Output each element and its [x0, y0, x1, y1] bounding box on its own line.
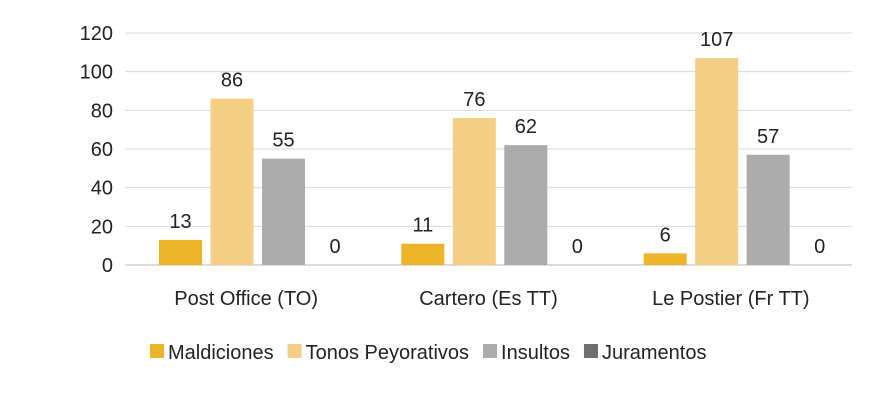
data-label: 0 — [329, 236, 340, 258]
x-tick-label: Le Postier (Fr TT) — [652, 288, 809, 310]
bar-maldiciones — [401, 243, 445, 265]
legend-label: Tonos Peyorativos — [306, 342, 469, 364]
legend-label: Juramentos — [602, 342, 707, 364]
legend-swatch — [583, 344, 598, 358]
bar-insultos — [746, 154, 790, 265]
data-label: 0 — [814, 236, 825, 258]
x-tick-label: Cartero (Es TT) — [419, 288, 558, 310]
data-label: 11 — [412, 215, 433, 237]
data-label: 13 — [169, 211, 191, 233]
legend-label: Insultos — [501, 342, 570, 364]
data-label: 107 — [700, 29, 733, 51]
legend-swatch — [150, 344, 164, 358]
y-tick-label: 60 — [91, 139, 113, 161]
y-tick-label: 0 — [102, 255, 113, 277]
bar-tonos-peyorativos — [210, 98, 254, 265]
y-tick-label: 20 — [91, 216, 113, 238]
bar-maldiciones — [643, 253, 687, 265]
legend-swatch — [287, 344, 302, 358]
bar-insultos — [504, 145, 548, 265]
data-label: 6 — [660, 224, 671, 246]
data-label: 0 — [572, 236, 583, 258]
data-label: 76 — [463, 89, 485, 111]
y-tick-label: 40 — [91, 178, 113, 200]
x-tick-label: Post Office (TO) — [174, 288, 318, 310]
bar-insultos — [262, 158, 305, 265]
data-label: 55 — [272, 130, 294, 152]
y-tick-label: 100 — [80, 62, 113, 84]
data-label: 57 — [757, 126, 779, 148]
bar-maldiciones — [159, 239, 202, 265]
bar-tonos-peyorativos — [452, 118, 496, 265]
legend-swatch — [483, 344, 498, 358]
data-label: 86 — [221, 70, 243, 92]
bar-tonos-peyorativos — [695, 58, 739, 266]
y-tick-label: 120 — [80, 23, 113, 45]
legend-label: Maldiciones — [168, 342, 274, 364]
data-label: 62 — [515, 116, 537, 138]
y-tick-label: 80 — [91, 100, 113, 122]
